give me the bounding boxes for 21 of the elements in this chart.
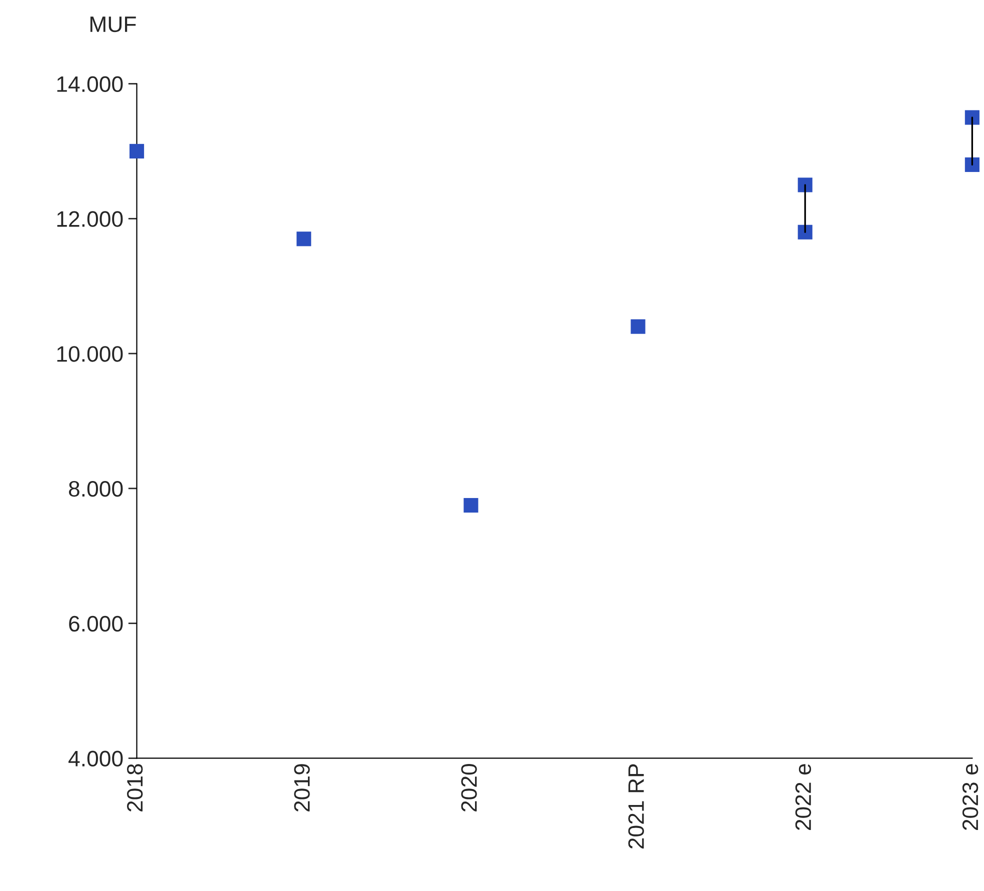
x-tick-label: 2019 [294, 764, 310, 812]
point [464, 498, 478, 513]
y-tick-label: 10.000 [57, 346, 123, 362]
x-tick-label: 2022 e [795, 764, 812, 830]
y-tick-label: 6.000 [69, 616, 123, 632]
point [129, 144, 144, 158]
y-tick-label: 4.000 [68, 750, 123, 767]
y-tick-label: 12.000 [57, 211, 123, 227]
point [964, 157, 980, 172]
point [964, 110, 980, 125]
point [798, 224, 812, 240]
y-tick-label: 8.000 [68, 480, 123, 497]
x-tick-label: 2018 [127, 764, 143, 812]
y-axis-title: MUF [90, 16, 136, 32]
x-tick-label: 2021 RP [628, 764, 644, 848]
point [798, 178, 812, 192]
x-tick-label: 2023 e [962, 764, 978, 830]
y-tick-label: 14.000 [57, 76, 123, 92]
x-tick-label: 2020 [461, 764, 477, 812]
point [630, 319, 646, 334]
point [296, 232, 312, 246]
